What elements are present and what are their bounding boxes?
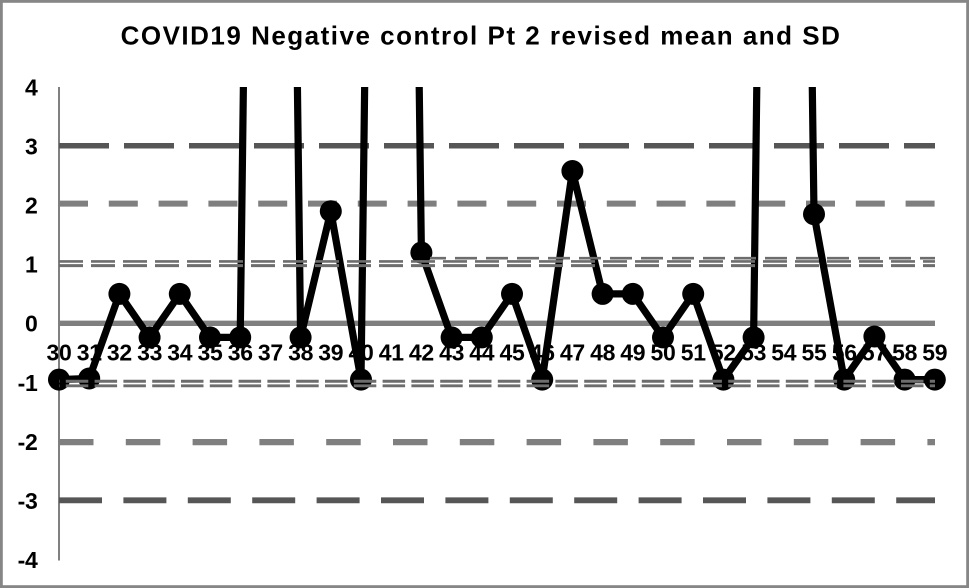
svg-text:-2: -2 bbox=[18, 429, 38, 455]
svg-text:41: 41 bbox=[379, 340, 404, 366]
svg-text:32: 32 bbox=[107, 340, 132, 366]
svg-text:48: 48 bbox=[590, 340, 615, 366]
svg-text:51: 51 bbox=[681, 340, 706, 366]
svg-text:0: 0 bbox=[25, 311, 38, 337]
svg-text:58: 58 bbox=[892, 340, 917, 366]
svg-text:39: 39 bbox=[318, 340, 343, 366]
svg-text:55: 55 bbox=[802, 340, 827, 366]
svg-text:COVID19 Negative control Pt 2: COVID19 Negative control Pt 2 revised me… bbox=[121, 21, 842, 51]
svg-text:49: 49 bbox=[620, 340, 645, 366]
svg-text:37: 37 bbox=[258, 340, 283, 366]
svg-text:30: 30 bbox=[47, 340, 72, 366]
svg-text:47: 47 bbox=[560, 340, 585, 366]
svg-text:45: 45 bbox=[500, 340, 525, 366]
svg-text:4: 4 bbox=[25, 74, 38, 100]
svg-text:54: 54 bbox=[771, 340, 796, 366]
svg-text:34: 34 bbox=[167, 340, 192, 366]
svg-text:-3: -3 bbox=[18, 488, 38, 514]
svg-text:-4: -4 bbox=[18, 547, 38, 573]
svg-text:59: 59 bbox=[922, 340, 947, 366]
svg-text:3: 3 bbox=[25, 133, 38, 159]
svg-text:1: 1 bbox=[25, 252, 38, 278]
svg-text:2: 2 bbox=[25, 193, 38, 219]
svg-text:42: 42 bbox=[409, 340, 434, 366]
svg-text:-1: -1 bbox=[18, 370, 38, 396]
